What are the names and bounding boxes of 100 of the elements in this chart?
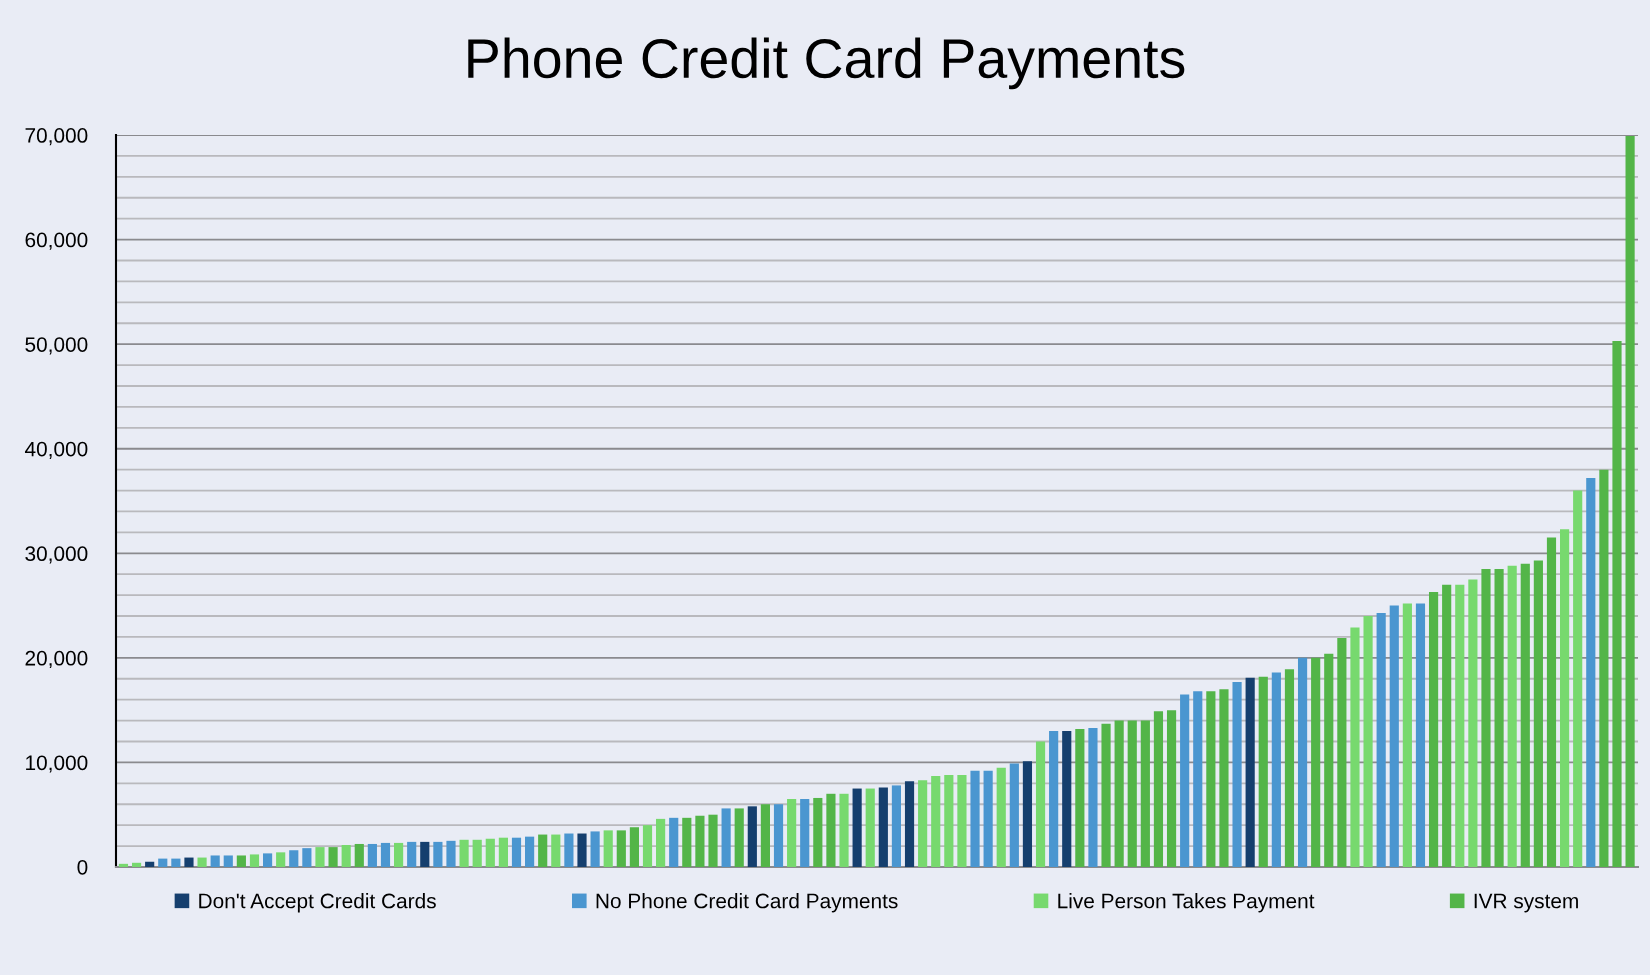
bar — [223, 855, 233, 867]
bar — [184, 857, 194, 867]
bar — [826, 793, 836, 867]
bar — [446, 840, 456, 867]
bar — [695, 815, 705, 867]
bar — [1599, 469, 1609, 867]
bar — [538, 834, 548, 867]
bar — [642, 825, 653, 867]
bar — [511, 837, 522, 867]
bar — [800, 799, 810, 867]
bar — [276, 852, 286, 867]
bar — [459, 839, 469, 867]
bar — [1376, 612, 1386, 867]
bar — [734, 808, 744, 867]
bar — [145, 861, 155, 867]
bar — [1193, 691, 1203, 867]
bar — [302, 848, 312, 867]
bar — [171, 858, 181, 867]
bar — [380, 842, 391, 867]
bar — [682, 817, 692, 867]
bar — [1337, 637, 1347, 867]
bar — [1206, 691, 1216, 867]
bar — [551, 834, 561, 867]
bar — [1022, 761, 1033, 867]
bar — [1415, 603, 1426, 867]
y-tick-label: 10,000 — [26, 755, 88, 773]
bar — [485, 838, 495, 867]
bar — [603, 830, 613, 867]
bar — [131, 862, 142, 867]
bar — [1153, 711, 1164, 867]
bar — [996, 767, 1006, 867]
bar — [407, 841, 417, 867]
y-tick-label: 0 — [77, 859, 88, 875]
legend-label: IVR system — [1474, 893, 1578, 913]
bar — [1101, 723, 1111, 867]
bar — [918, 780, 928, 867]
bar — [708, 814, 718, 867]
bar — [420, 841, 430, 867]
bar — [328, 847, 338, 867]
bar — [210, 855, 220, 867]
bar — [957, 774, 967, 867]
bar — [1468, 579, 1478, 867]
bar — [1494, 568, 1504, 867]
bar — [813, 797, 823, 867]
y-tick-label: 50,000 — [25, 337, 88, 355]
bar — [787, 799, 797, 867]
bar — [1350, 627, 1360, 867]
bar — [394, 842, 404, 867]
bar — [1428, 591, 1439, 867]
bar — [1389, 605, 1399, 867]
y-tick-label: 30,000 — [25, 546, 88, 564]
bar — [289, 850, 299, 867]
bar — [1140, 720, 1150, 867]
bar — [1311, 657, 1321, 867]
bar — [721, 808, 731, 867]
bar — [1586, 478, 1596, 867]
bar — [577, 833, 587, 867]
bar — [236, 855, 246, 867]
bar — [1062, 731, 1072, 867]
bar — [118, 863, 129, 867]
bar — [158, 858, 168, 867]
bar — [878, 787, 888, 867]
bar — [616, 830, 626, 867]
bar — [1271, 672, 1281, 867]
bar — [525, 836, 535, 867]
bar — [1166, 710, 1177, 867]
bar — [249, 854, 260, 867]
bar — [1232, 681, 1242, 867]
chart-title: Phone Credit Card Payments — [468, 37, 1185, 90]
bar — [1284, 669, 1295, 867]
bar — [1612, 341, 1622, 867]
bar — [865, 788, 875, 867]
bar — [760, 804, 770, 867]
bar — [983, 770, 993, 867]
bar — [747, 806, 757, 867]
bar — [629, 827, 639, 867]
bar — [656, 818, 666, 867]
bar — [1009, 763, 1019, 867]
bar — [1297, 657, 1308, 867]
bar — [773, 804, 784, 867]
bar — [904, 781, 915, 867]
bar — [1560, 529, 1570, 867]
bar — [669, 817, 679, 867]
y-tick-label: 60,000 — [25, 232, 88, 250]
bar — [944, 774, 954, 867]
bar — [354, 843, 364, 867]
bar — [1625, 136, 1635, 867]
bar — [970, 770, 980, 867]
legend-label: Live Person Takes Payment — [1058, 893, 1315, 913]
bar — [1533, 560, 1543, 867]
bar — [1507, 565, 1517, 867]
bar — [367, 843, 377, 867]
bar — [1258, 676, 1268, 867]
bar — [1088, 727, 1098, 867]
bar — [498, 837, 508, 867]
bar — [1049, 731, 1059, 867]
bar — [1219, 689, 1229, 867]
bar — [931, 776, 941, 867]
legend-label: No Phone Credit Card Payments — [596, 893, 898, 913]
y-tick-label: 70,000 — [25, 128, 88, 146]
